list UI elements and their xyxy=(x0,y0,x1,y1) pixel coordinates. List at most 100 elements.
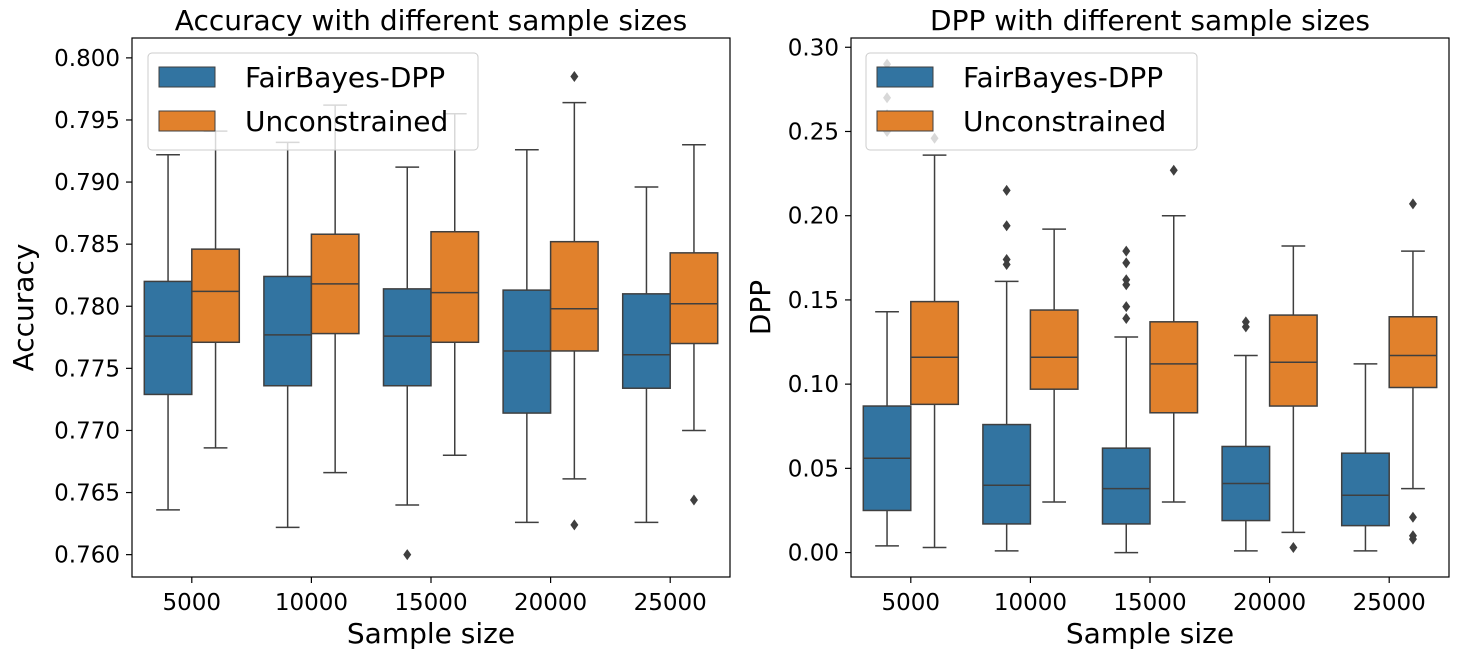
box-iqr xyxy=(143,280,193,396)
outlier-point xyxy=(1122,301,1131,313)
box-iqr xyxy=(430,230,480,344)
box-fairbayes-dpp-25000 xyxy=(621,186,671,524)
y-tick-label: 0.20 xyxy=(788,204,839,230)
box-fairbayes-dpp-15000 xyxy=(382,166,432,561)
x-tick-label: 5000 xyxy=(882,590,941,616)
outlier-point xyxy=(1241,316,1250,328)
legend-label: FairBayes-DPP xyxy=(963,61,1163,94)
x-axis-label: Sample size xyxy=(1066,617,1234,650)
y-tick-label: 0.30 xyxy=(788,35,839,61)
legend: FairBayes-DPP Unconstrained xyxy=(865,52,1198,151)
box-unconstrained-10000 xyxy=(1029,228,1079,503)
axes-frame xyxy=(850,37,1450,578)
outlier-point xyxy=(1122,245,1131,257)
x-tick-label: 10000 xyxy=(275,590,348,616)
outlier-point xyxy=(689,494,698,506)
box-fairbayes-dpp-25000 xyxy=(1340,363,1390,552)
y-tick-label: 0.780 xyxy=(54,294,120,320)
box-iqr xyxy=(191,248,241,344)
box-iqr xyxy=(1268,314,1318,407)
box-unconstrained-5000 xyxy=(910,132,960,549)
box-iqr xyxy=(1149,321,1199,414)
box-unconstrained-5000 xyxy=(191,130,241,449)
outlier-point xyxy=(1122,312,1131,324)
outlier-point xyxy=(1002,184,1011,196)
x-tick-label: 10000 xyxy=(994,590,1067,616)
outlier-point xyxy=(1122,274,1131,286)
outlier-point xyxy=(1002,220,1011,232)
x-tick-label: 25000 xyxy=(1353,590,1426,616)
box-iqr xyxy=(621,293,671,389)
box-unconstrained-10000 xyxy=(310,104,360,474)
chart-panel-2: DPP with different sample sizes Sample si… xyxy=(744,4,1450,650)
outlier-point xyxy=(1289,542,1298,554)
legend-swatch xyxy=(876,110,934,132)
y-tick-label: 0.775 xyxy=(54,356,120,382)
box-iqr xyxy=(669,252,719,345)
y-tick-label: 0.15 xyxy=(788,288,839,314)
axes-frame xyxy=(131,37,731,578)
y-tick-label: 0.10 xyxy=(788,372,839,398)
box-iqr xyxy=(1388,316,1438,389)
x-tick-label: 20000 xyxy=(514,590,587,616)
box-unconstrained-20000 xyxy=(1268,245,1318,554)
box-fairbayes-dpp-5000 xyxy=(143,153,193,511)
legend-label: FairBayes-DPP xyxy=(245,61,445,94)
box-iqr xyxy=(1029,309,1079,390)
outlier-point xyxy=(1408,198,1417,210)
box-unconstrained-15000 xyxy=(1149,164,1199,503)
x-axis-label: Sample size xyxy=(347,617,515,650)
x-tick-label: 20000 xyxy=(1233,590,1306,616)
x-tick-label: 15000 xyxy=(1113,590,1186,616)
outlier-point xyxy=(570,71,579,82)
chart-title: DPP with different sample sizes xyxy=(930,4,1370,37)
chart-title: Accuracy with different sample sizes xyxy=(175,4,687,37)
box-fairbayes-dpp-15000 xyxy=(1101,245,1151,554)
box-unconstrained-20000 xyxy=(549,71,599,531)
y-tick-label: 0.760 xyxy=(54,543,120,569)
box-fairbayes-dpp-20000 xyxy=(502,149,552,524)
box-iqr xyxy=(910,300,960,406)
y-tick-label: 0.25 xyxy=(788,119,839,145)
legend-swatch xyxy=(876,66,934,88)
box-iqr xyxy=(982,423,1032,525)
outlier-point xyxy=(403,549,412,561)
legend-label: Unconstrained xyxy=(963,105,1166,138)
box-iqr xyxy=(1101,447,1151,525)
outlier-point xyxy=(1122,257,1131,269)
y-axis-label: DPP xyxy=(744,280,777,335)
legend-swatch xyxy=(158,66,216,88)
box-unconstrained-15000 xyxy=(430,113,480,457)
y-tick-label: 0.785 xyxy=(54,232,120,258)
box-iqr xyxy=(263,275,313,387)
y-tick-label: 0.800 xyxy=(54,46,120,72)
y-tick-label: 0.790 xyxy=(54,170,120,196)
box-unconstrained-25000 xyxy=(669,144,719,506)
y-axis-label: Accuracy xyxy=(7,244,40,372)
legend-swatch xyxy=(158,110,216,132)
box-unconstrained-25000 xyxy=(1388,198,1438,545)
outlier-point xyxy=(1408,511,1417,523)
chart-panel-1: Accuracy with different sample sizes Samp… xyxy=(7,4,731,650)
y-tick-label: 0.05 xyxy=(788,456,839,482)
outlier-point xyxy=(570,519,579,531)
outlier-point xyxy=(1002,253,1011,265)
legend-frame xyxy=(865,52,1198,151)
x-tick-label: 5000 xyxy=(163,590,222,616)
y-tick-label: 0.765 xyxy=(54,481,120,507)
box-iqr xyxy=(382,288,432,387)
x-tick-label: 25000 xyxy=(634,590,707,616)
outlier-point xyxy=(1169,164,1178,176)
box-fairbayes-dpp-10000 xyxy=(982,184,1032,552)
x-tick-label: 15000 xyxy=(394,590,467,616)
box-fairbayes-dpp-10000 xyxy=(263,141,313,529)
y-tick-label: 0.795 xyxy=(54,108,120,134)
legend: FairBayes-DPP Unconstrained xyxy=(147,52,479,151)
legend-label: Unconstrained xyxy=(245,105,448,138)
y-tick-label: 0.00 xyxy=(788,541,839,567)
box-iqr xyxy=(1340,452,1390,527)
box-fairbayes-dpp-20000 xyxy=(1221,316,1271,552)
y-tick-label: 0.770 xyxy=(54,418,120,444)
box-iqr xyxy=(549,240,599,352)
